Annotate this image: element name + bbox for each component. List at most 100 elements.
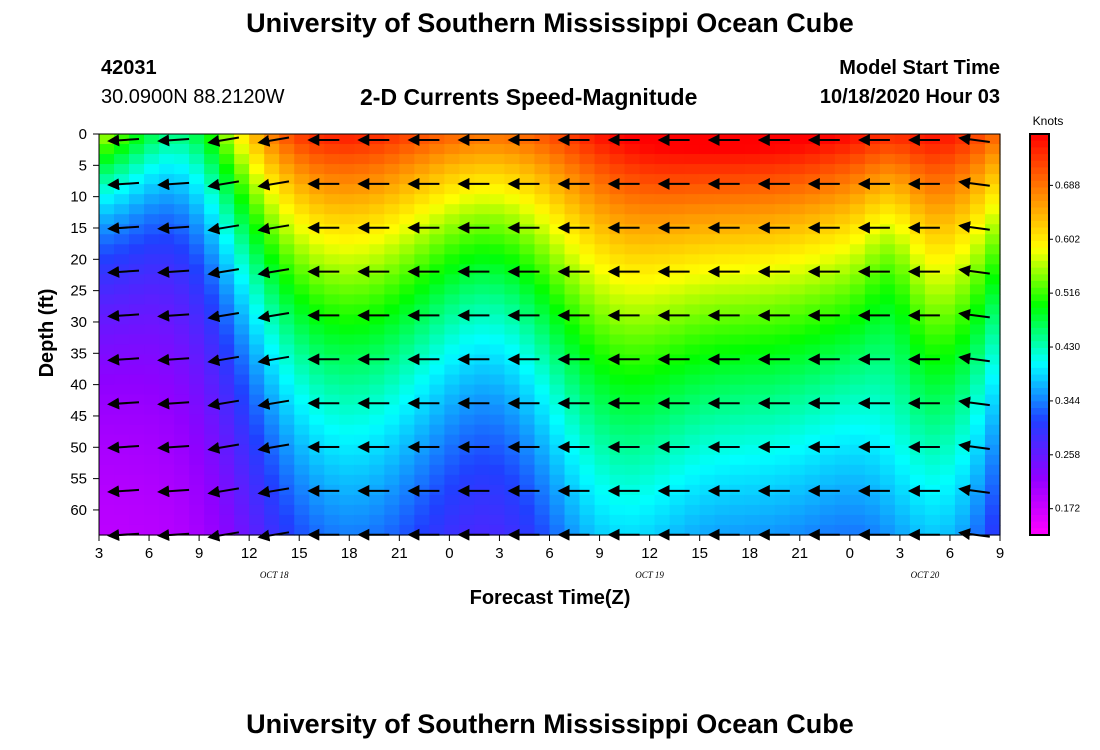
heat-cell — [849, 514, 866, 526]
heat-cell — [669, 294, 686, 306]
heat-cell — [489, 344, 506, 356]
colorbar-segment — [1030, 254, 1049, 262]
heat-cell — [729, 374, 746, 386]
heat-cell — [864, 264, 881, 275]
heat-cell — [264, 374, 280, 386]
heat-cell — [114, 394, 130, 406]
heat-cell — [429, 144, 445, 155]
heat-cell — [594, 444, 611, 456]
colorbar-segment — [1030, 234, 1049, 242]
heat-cell — [684, 204, 701, 215]
heat-cell — [669, 244, 686, 255]
heat-cell — [339, 374, 355, 386]
heat-cell — [234, 334, 250, 346]
heat-cell — [144, 504, 160, 516]
heat-cell — [114, 434, 130, 446]
heat-cell — [639, 424, 656, 436]
heat-cell — [504, 374, 521, 386]
heat-cell — [684, 304, 701, 316]
heat-cell — [339, 314, 355, 326]
heat-cell — [879, 394, 896, 406]
heat-cell — [129, 274, 145, 285]
colorbar-tick-label: 0.258 — [1055, 450, 1080, 461]
heat-cell — [564, 304, 581, 316]
heat-cell — [549, 354, 566, 366]
heat-cell — [789, 454, 806, 466]
heat-cell — [894, 374, 911, 386]
heat-cell — [264, 264, 280, 275]
heat-cell — [294, 284, 310, 296]
heat-cell — [519, 494, 536, 506]
heat-cell — [789, 214, 806, 225]
heat-cell — [849, 284, 866, 296]
colorbar-tick-label: 0.172 — [1055, 504, 1080, 515]
heat-cell — [114, 384, 130, 396]
heat-cell — [954, 344, 971, 356]
heat-cell — [309, 264, 325, 275]
heat-cell — [864, 504, 881, 516]
heat-cell — [474, 284, 491, 296]
heat-cell — [534, 184, 551, 195]
heat-cell — [144, 414, 160, 426]
heat-cell — [729, 204, 746, 215]
heat-cell — [834, 504, 851, 516]
heat-cell — [714, 174, 731, 185]
heat-cell — [249, 214, 265, 225]
heat-cell — [279, 354, 295, 366]
heat-cell — [624, 324, 641, 336]
heat-cell — [954, 504, 971, 516]
heat-cell — [264, 494, 280, 506]
heat-cell — [864, 164, 881, 175]
heat-cell — [684, 294, 701, 306]
heat-cell — [339, 504, 355, 516]
heat-cell — [984, 414, 1001, 426]
heat-cell — [504, 264, 521, 275]
heat-cell — [234, 154, 250, 165]
current-arrow — [958, 440, 990, 453]
heat-cell — [144, 214, 160, 225]
heat-cell — [639, 404, 656, 416]
heat-cell — [519, 364, 536, 376]
heat-cell — [114, 174, 130, 185]
heat-cell — [744, 524, 761, 536]
heat-cell — [864, 174, 881, 185]
heat-cell — [324, 524, 340, 536]
heat-cell — [444, 424, 460, 436]
heat-cell — [339, 214, 355, 225]
heat-cell — [144, 184, 160, 195]
heat-cell — [744, 234, 761, 245]
heat-cell — [639, 354, 656, 366]
heat-cell — [789, 274, 806, 285]
heat-cell — [819, 474, 836, 486]
heat-cell — [324, 474, 340, 486]
heat-cell — [924, 454, 941, 466]
heat-cell — [684, 374, 701, 386]
heat-cell — [384, 454, 400, 466]
heat-cell — [114, 294, 130, 306]
heat-cell — [339, 234, 355, 245]
heat-cell — [969, 224, 986, 235]
heat-cell — [429, 474, 445, 486]
heat-cell — [489, 364, 506, 376]
heat-cell — [279, 304, 295, 316]
heat-cell — [144, 384, 160, 396]
heat-cell — [249, 204, 265, 215]
model-start-value: 10/18/2020 Hour 03 — [819, 86, 1000, 108]
heat-cell — [789, 514, 806, 526]
heat-cell — [894, 404, 911, 416]
heat-cell — [789, 174, 806, 185]
heat-cell — [234, 134, 250, 145]
heat-cell — [324, 234, 340, 245]
heat-cell — [939, 264, 956, 275]
heat-cell — [624, 384, 641, 396]
heat-cell — [459, 374, 476, 386]
heat-cell — [384, 434, 400, 446]
heat-cell — [219, 154, 235, 165]
heat-cell — [729, 344, 746, 356]
heat-cell — [144, 474, 160, 486]
heat-cell — [669, 434, 686, 446]
heat-cell — [804, 274, 821, 285]
heat-cell — [474, 504, 491, 516]
heat-cell — [99, 354, 115, 366]
heat-cell — [114, 164, 130, 175]
